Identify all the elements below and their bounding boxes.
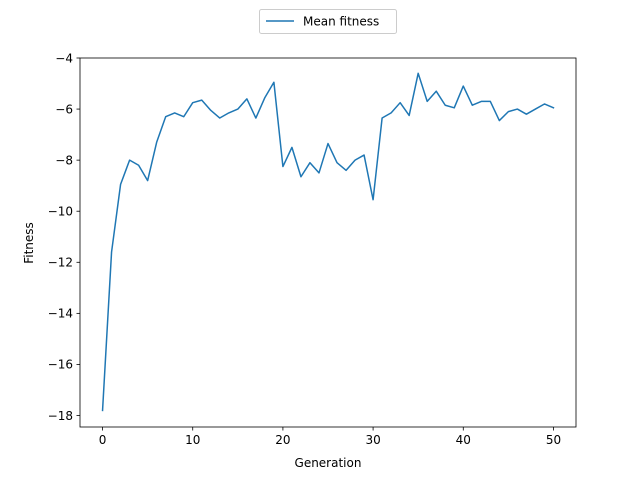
y-tick-label: −12 — [48, 256, 73, 270]
series-line-0 — [103, 73, 554, 410]
y-tick-label: −6 — [55, 102, 73, 116]
y-tick-label: −18 — [48, 409, 73, 423]
legend-label: Mean fitness — [303, 15, 379, 29]
x-tick-label: 30 — [365, 433, 380, 447]
y-tick-label: −8 — [55, 153, 73, 167]
x-tick-label: 40 — [456, 433, 471, 447]
y-axis-label: Fitness — [22, 222, 36, 264]
plot-area: 0 10 20 30 40 50 −18 −16 −14 −12 −10 −8 −6 −4 — [48, 51, 576, 447]
legend: Mean fitness — [260, 10, 397, 34]
y-tick-label: −4 — [55, 51, 73, 65]
y-tick-label: −14 — [48, 307, 73, 321]
x-tick-label: 10 — [185, 433, 200, 447]
x-tick-label: 0 — [99, 433, 107, 447]
x-tick-label: 20 — [275, 433, 290, 447]
x-tick-label: 50 — [546, 433, 561, 447]
axes-frame — [80, 58, 576, 427]
y-tick-label: −10 — [48, 205, 73, 219]
x-axis-label: Generation — [295, 456, 362, 470]
y-tick-label: −16 — [48, 358, 73, 372]
